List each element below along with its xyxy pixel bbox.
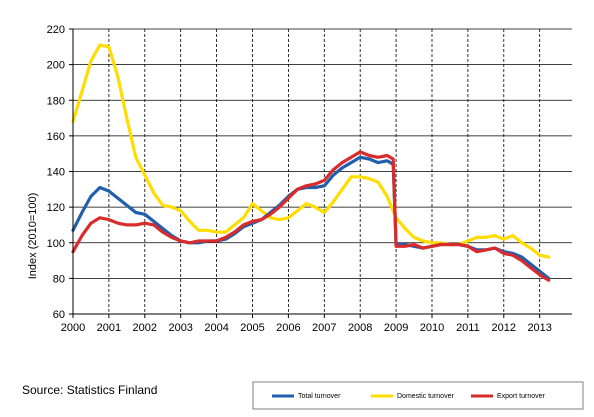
x-tick-label: 2005 — [240, 322, 264, 334]
series-line-domestic-turnover — [71, 43, 551, 259]
y-tick-label: 120 — [47, 202, 65, 214]
grid — [73, 28, 572, 314]
legend-box — [252, 381, 584, 410]
y-tick-label: 220 — [47, 24, 65, 36]
legend: Total turnover Domestic turnover Export tu… — [252, 381, 584, 410]
y-axis-title: Index (2010=100) — [27, 193, 39, 280]
legend-label-domestic-turnover: Domestic turnover — [397, 393, 454, 400]
x-tick-label: 2004 — [204, 322, 228, 334]
y-tick-label: 80 — [53, 273, 65, 285]
x-tick-label: 2013 — [527, 322, 551, 334]
source-label: Source: Statistics Finland — [22, 383, 157, 397]
y-tick-label: 160 — [47, 131, 65, 143]
x-tick-label: 2007 — [312, 322, 336, 334]
y-tick-label: 140 — [47, 167, 65, 179]
x-tick-label: 2008 — [348, 322, 372, 334]
y-tick-label: 200 — [47, 60, 65, 72]
legend-label-export-turnover: Export turnover — [497, 393, 546, 400]
y-tick-label: 60 — [53, 309, 65, 321]
x-tick-label: 2006 — [276, 322, 300, 334]
series-line-export-turnover — [71, 150, 551, 282]
x-tick-label: 2003 — [168, 322, 192, 334]
x-tick-label: 2002 — [133, 322, 157, 334]
y-tick-label: 100 — [47, 238, 65, 250]
x-tick-label: 2000 — [61, 322, 85, 334]
legend-label-total-turnover: Total turnover — [298, 393, 341, 400]
series-lines — [71, 43, 551, 282]
x-tick-label: 2010 — [420, 322, 444, 334]
y-tick-label: 180 — [47, 95, 65, 107]
axes: 60 80 100 120 140 160 180 200 220 2000 2001 2002 200… — [47, 24, 572, 334]
x-tick-label: 2001 — [97, 322, 121, 334]
x-tick-label: 2009 — [384, 322, 408, 334]
x-tick-label: 2012 — [492, 322, 516, 334]
x-tick-label: 2011 — [456, 322, 480, 334]
